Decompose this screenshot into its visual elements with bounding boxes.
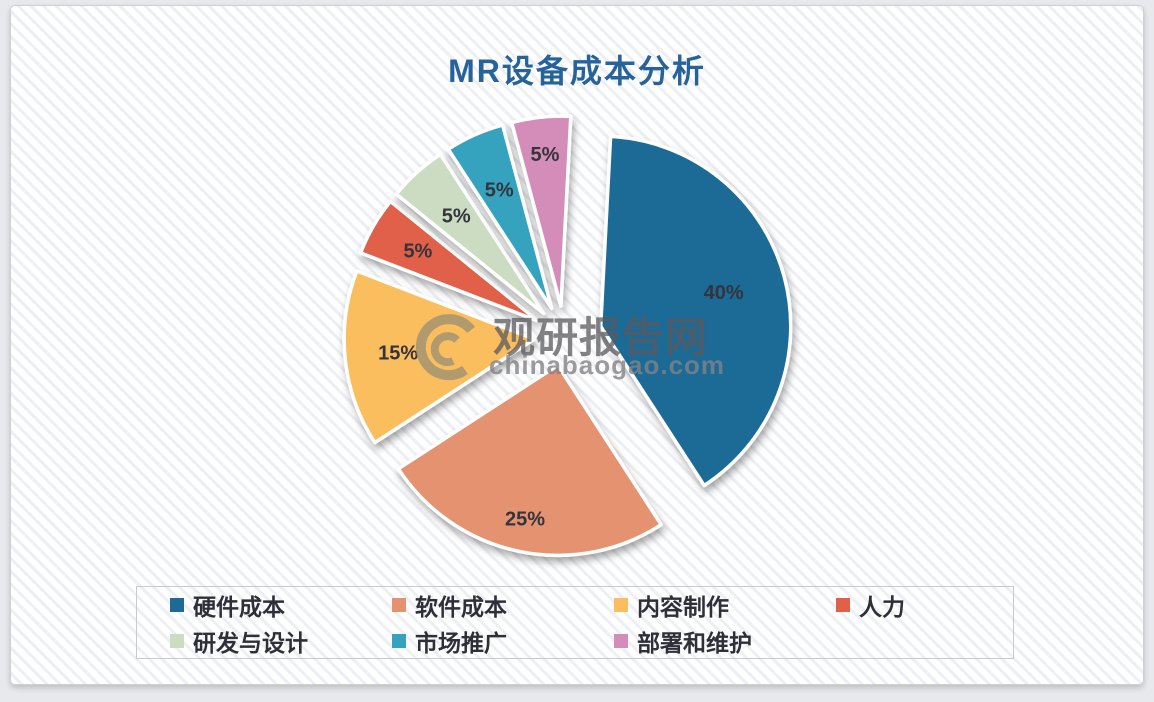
legend-item-rnd-design: 研发与设计 [137,624,359,658]
legend-label-rnd-design: 研发与设计 [193,630,308,656]
legend-label-hardware-cost: 硬件成本 [193,594,285,620]
pie-slice-hardware-cost [598,134,793,488]
legend-item-deployment-maintenance: 部署和维护 [581,624,803,658]
pie-label-deployment-maintenance: 5% [531,144,560,166]
pie-label-labor: 5% [403,241,432,263]
pie-label-hardware-cost: 40% [704,282,744,304]
legend-swatch-deployment-maintenance [614,634,628,648]
legend-label-software-cost: 软件成本 [415,594,507,620]
pie-slice-software-cost [396,363,663,558]
legend-item-marketing: 市场推广 [359,624,581,658]
legend-label-marketing: 市场推广 [415,630,507,656]
legend-label-labor: 人力 [859,594,905,620]
pie-label-content-production: 15% [378,342,418,364]
legend-item-content-production: 内容制作 [581,588,803,622]
legend-label-deployment-maintenance: 部署和维护 [637,630,752,656]
pie-slice-rnd-design [394,152,546,316]
legend-item-hardware-cost: 硬件成本 [137,588,359,622]
legend-swatch-content-production [614,598,628,612]
pie-label-marketing: 5% [485,180,514,202]
pie-slice-labor [358,199,540,323]
legend-item-labor: 人力 [803,588,1013,622]
legend-swatch-rnd-design [170,634,184,648]
pie-slice-deployment-maintenance [509,114,573,308]
legend-item-software-cost: 软件成本 [359,588,581,622]
pie-label-rnd-design: 5% [442,205,471,227]
chart-card: MR设备成本分析 40% 25% 15% 5% 5% 5% 5% 观研报告网 chinaba… [10,5,1144,685]
legend-swatch-marketing [392,634,406,648]
chart-legend: 硬件成本 软件成本 内容制作 人力研发与设计 市场推广 部署和维护 [136,586,1014,659]
legend-swatch-hardware-cost [170,598,184,612]
legend-swatch-software-cost [392,598,406,612]
legend-label-content-production: 内容制作 [637,594,729,620]
pie-chart: 40% 25% 15% 5% 5% 5% 5% [342,114,793,558]
pie-slice-marketing [446,123,554,311]
chart-title: MR设备成本分析 [448,53,706,89]
legend-swatch-labor [836,598,850,612]
pie-label-software-cost: 25% [505,509,545,531]
